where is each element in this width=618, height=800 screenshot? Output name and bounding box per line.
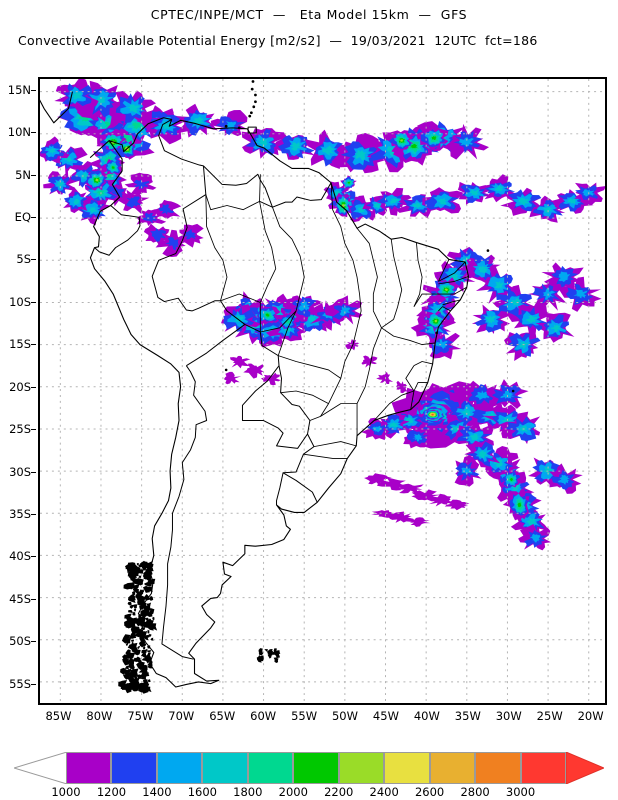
y-tick-mark [31,174,36,176]
colorbar-swatch [338,752,385,784]
y-tick-mark [31,217,36,219]
x-tick-label: 50W [331,709,359,723]
colorbar-tick-label: 1600 [187,785,217,799]
y-tick-label: 25S [9,422,31,437]
y-tick-mark [31,683,36,685]
lat-lon-gridlines [40,79,605,703]
y-tick-label: 15S [9,337,31,352]
colorbar-tick-label: 1200 [96,785,127,799]
colorbar-swatch [202,752,248,784]
colorbar-tick-label: 2800 [460,785,490,799]
chart-title: CPTEC/INPE/MCT — Eta Model 15km — GFS [150,7,468,22]
colorbar-tick-label: 2400 [369,785,399,799]
x-tick-label: 65W [209,709,236,723]
x-tick-label: 80W [86,709,113,723]
y-tick-mark [31,89,36,91]
y-axis: 15N 10N 5N EQ 5S 10S 15S 20S 25S 30S 35S 40S 45S 50S 5… [0,77,36,705]
y-tick-label: 10N [7,125,31,140]
y-tick-mark [31,429,36,431]
x-tick-label: 70W [168,709,195,723]
y-tick-mark [31,301,36,303]
colorbar-over-arrow [566,752,604,784]
x-tick-label: 35W [454,709,481,723]
x-axis: 85W 80W 75W 70W 65W 60W 55W 50W 45W 40W 35W 30W 25W 2… [38,707,607,727]
x-tick-label: 60W [250,709,277,723]
y-tick-label: 5S [16,252,31,267]
colorbar-swatch [293,752,339,784]
chart-header: CPTEC/INPE/MCT — Eta Model 15km — GFS Co… [0,0,618,48]
y-tick-label: 55S [9,676,31,691]
colorbar-swatch [66,752,112,784]
y-tick-label: 45S [9,591,31,606]
colorbar-tick-label: 2000 [278,785,308,799]
y-tick-mark [31,471,36,473]
colorbar-under-arrow [14,752,67,784]
y-tick-label: 30S [9,464,31,479]
x-tick-label: 20W [577,709,604,723]
y-tick-label: 10S [9,294,31,309]
colorbar-tick-label: 3000 [505,785,536,799]
y-tick-label: 40S [9,549,31,564]
x-tick-label: 45W [372,709,399,723]
y-tick-mark [31,514,36,516]
x-tick-label: 30W [495,709,522,723]
y-tick-mark [31,641,36,643]
y-tick-label: 20S [9,379,31,394]
colorbar-tick-label: 2600 [414,785,445,799]
map-plot-area[interactable] [38,77,607,705]
colorbar-swatch [156,752,203,784]
colorbar-swatch [384,752,430,784]
y-tick-mark [31,598,36,600]
x-tick-label: 55W [291,709,318,723]
y-tick-label: 5N [15,167,31,182]
y-tick-label: 15N [7,82,31,97]
colorbar-tick-label: 1400 [142,785,172,799]
colorbar-tick-label: 1800 [233,785,263,799]
colorbar-tick-label: 2200 [324,785,354,799]
y-tick-mark [31,132,36,134]
x-tick-label: 40W [413,709,440,723]
colorbar-swatch [247,752,294,784]
colorbar-tick-labels: 1000 1200 1400 1600 1800 2000 2200 2400 2600 2800… [0,785,618,799]
colorbar-tick-label: 1000 [51,785,81,799]
y-tick-mark [31,259,36,261]
x-tick-label: 75W [127,709,154,723]
y-tick-mark [31,344,36,346]
coastline-border-layer [40,80,515,694]
colorbar-swatch [111,752,157,784]
y-tick-mark [31,386,36,388]
y-tick-label: 50S [9,634,31,649]
x-tick-label: 85W [45,709,72,723]
y-tick-label: EQ [14,210,31,225]
x-tick-label: 25W [536,709,563,723]
colorbar-swatch [520,752,566,784]
y-tick-mark [31,556,36,558]
chart-subtitle: Convective Available Potential Energy [m… [18,33,538,48]
colorbar-swatch [429,752,476,784]
colorbar-blocks [66,752,566,784]
colorbar[interactable]: 1000 1200 1400 1600 1800 2000 2200 2400 2600 2800… [0,748,618,799]
colorbar-swatch [475,752,521,784]
y-tick-label: 35S [9,507,31,522]
